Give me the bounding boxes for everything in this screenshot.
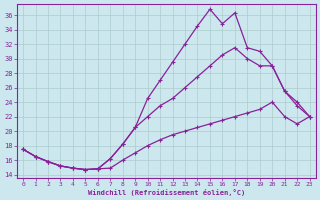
X-axis label: Windchill (Refroidissement éolien,°C): Windchill (Refroidissement éolien,°C): [88, 189, 245, 196]
